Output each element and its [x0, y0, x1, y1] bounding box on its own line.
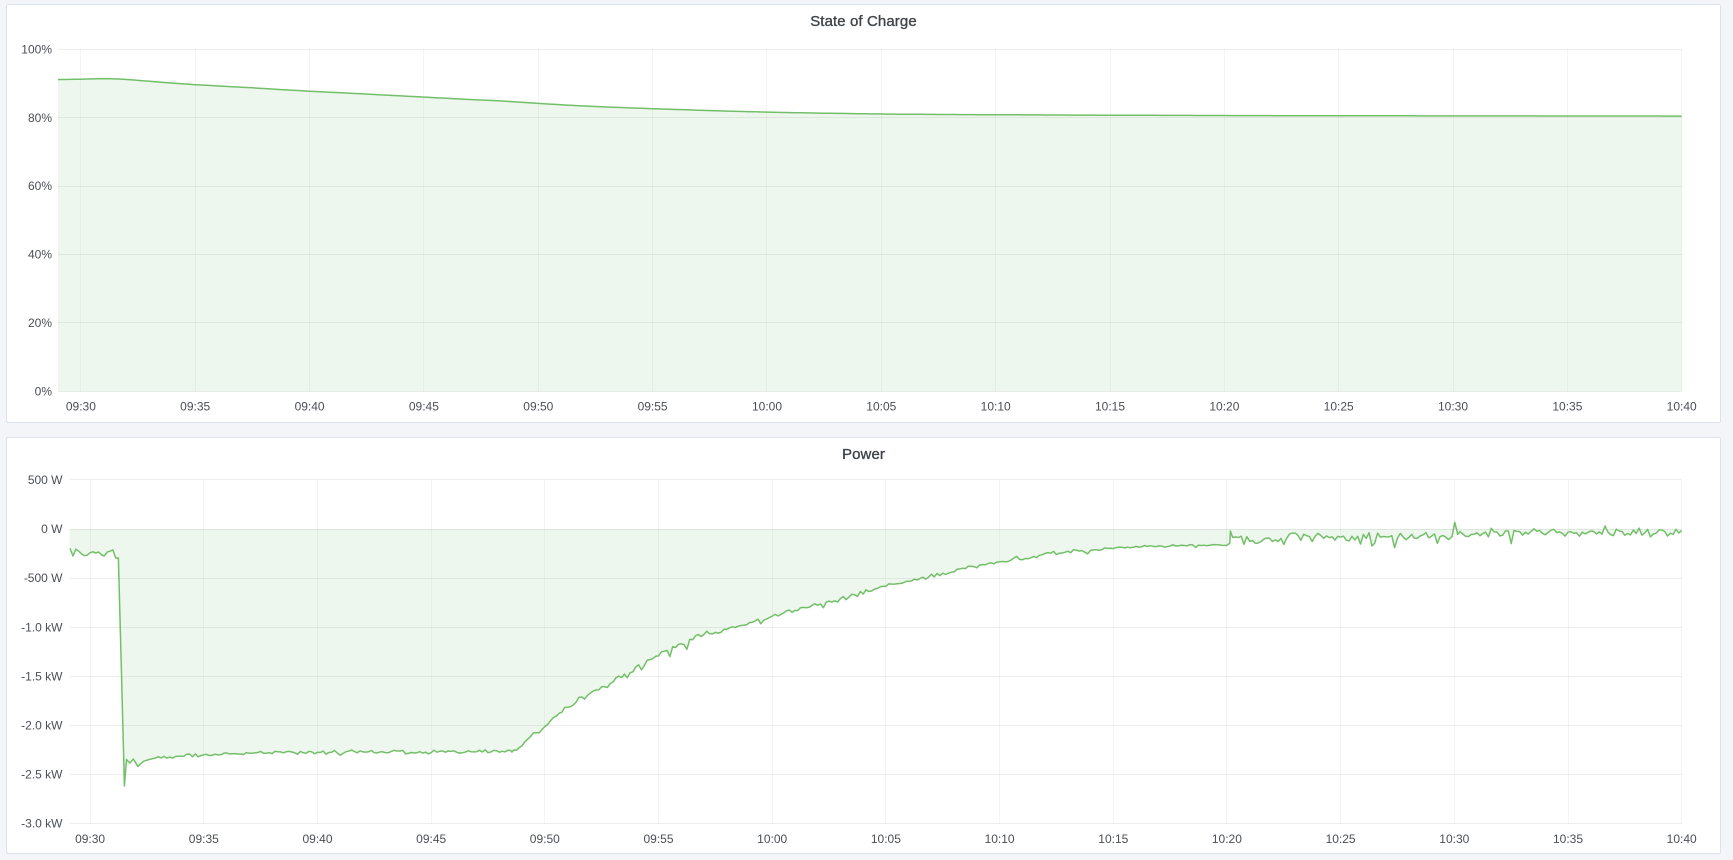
svg-text:10:00: 10:00: [757, 832, 787, 846]
svg-text:-500 W: -500 W: [24, 571, 63, 585]
svg-text:40%: 40%: [28, 248, 52, 262]
svg-text:0 W: 0 W: [41, 522, 63, 536]
svg-text:09:45: 09:45: [416, 832, 446, 846]
svg-text:09:35: 09:35: [189, 832, 219, 846]
svg-text:10:15: 10:15: [1098, 832, 1128, 846]
svg-text:10:30: 10:30: [1439, 832, 1469, 846]
svg-text:10:15: 10:15: [1095, 400, 1125, 414]
svg-text:10:25: 10:25: [1324, 400, 1354, 414]
svg-text:09:40: 09:40: [295, 400, 325, 414]
svg-text:20%: 20%: [28, 316, 52, 330]
svg-text:10:05: 10:05: [871, 832, 901, 846]
svg-text:80%: 80%: [28, 111, 52, 125]
svg-text:09:50: 09:50: [523, 400, 553, 414]
svg-text:10:40: 10:40: [1667, 832, 1697, 846]
svg-text:09:50: 09:50: [530, 832, 560, 846]
svg-text:-1.5 kW: -1.5 kW: [21, 669, 63, 683]
svg-text:10:25: 10:25: [1326, 832, 1356, 846]
svg-text:500 W: 500 W: [28, 473, 63, 487]
svg-text:-2.5 kW: -2.5 kW: [21, 768, 63, 782]
svg-text:10:10: 10:10: [985, 832, 1015, 846]
svg-text:09:30: 09:30: [66, 400, 96, 414]
svg-text:-3.0 kW: -3.0 kW: [21, 817, 63, 831]
svg-text:60%: 60%: [28, 179, 52, 193]
svg-text:10:20: 10:20: [1212, 832, 1242, 846]
svg-text:10:35: 10:35: [1553, 832, 1583, 846]
svg-text:09:30: 09:30: [75, 832, 105, 846]
svg-text:09:45: 09:45: [409, 400, 439, 414]
svg-text:10:40: 10:40: [1667, 400, 1697, 414]
svg-text:09:55: 09:55: [643, 832, 673, 846]
svg-text:-2.0 kW: -2.0 kW: [21, 718, 63, 732]
svg-text:09:55: 09:55: [638, 400, 668, 414]
svg-text:100%: 100%: [21, 42, 52, 56]
svg-text:10:10: 10:10: [981, 400, 1011, 414]
svg-text:10:05: 10:05: [866, 400, 896, 414]
svg-text:10:30: 10:30: [1438, 400, 1468, 414]
svg-text:-1.0 kW: -1.0 kW: [21, 620, 63, 634]
svg-text:10:00: 10:00: [752, 400, 782, 414]
svg-text:10:35: 10:35: [1552, 400, 1582, 414]
svg-text:09:40: 09:40: [302, 832, 332, 846]
svg-text:0%: 0%: [35, 384, 53, 398]
svg-text:09:35: 09:35: [180, 400, 210, 414]
svg-text:10:20: 10:20: [1209, 400, 1239, 414]
